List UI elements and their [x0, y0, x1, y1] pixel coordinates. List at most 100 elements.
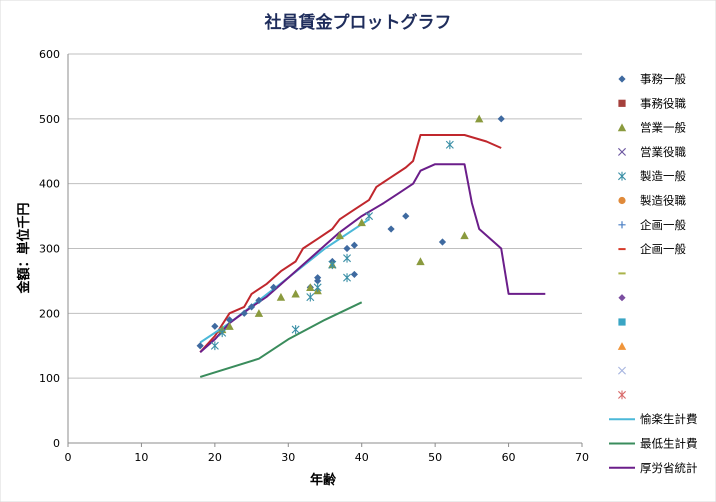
x-tick-label: 0 [65, 451, 72, 464]
legend-item: 事務役職 [618, 96, 686, 110]
data-point-4-6 [343, 273, 352, 283]
legend-swatch [618, 390, 626, 400]
legend-swatch [618, 99, 626, 107]
data-point-0-6 [270, 283, 278, 291]
legend-swatch [618, 75, 626, 83]
legend-swatch [617, 123, 627, 132]
legend-label: 愉楽生計費 [640, 412, 698, 426]
y-tick-label: 600 [39, 48, 60, 61]
data-point-0-13 [350, 270, 358, 279]
legend-swatch [617, 342, 627, 350]
data-point-0-14 [387, 225, 395, 233]
legend-label: 最低生計費 [640, 437, 698, 451]
legend-label: 製造一般 [640, 169, 686, 183]
legend-label: 企画一般 [640, 242, 686, 256]
legend-item: 愉楽生計費 [609, 412, 698, 426]
x-tick-label: 40 [355, 451, 369, 464]
legend-swatch [618, 366, 626, 375]
legend-item: 製造一般 [618, 169, 686, 183]
legend-item: 製造役職 [618, 194, 686, 208]
data-point-0-17 [497, 115, 505, 123]
data-point-2-3 [276, 292, 286, 301]
data-point-2-1 [225, 322, 234, 330]
legend-item: 企画一般 [618, 242, 686, 256]
legend-item: 最低生計費 [609, 437, 698, 451]
data-point-0-1 [211, 322, 219, 330]
legend-item [617, 342, 627, 350]
series-points [196, 114, 505, 351]
axes: 0 100 200 300 400 500 600 0 10 20 30 40 50 60 70 [39, 48, 589, 464]
legend-swatch [618, 294, 626, 302]
y-tick-label: 200 [39, 307, 60, 320]
data-point-0-15 [402, 212, 410, 220]
data-point-0-16 [438, 238, 447, 246]
legend-swatch [618, 196, 626, 205]
x-tick-label: 50 [428, 451, 442, 464]
data-point-2-4 [291, 289, 300, 298]
data-point-0-3 [240, 309, 248, 317]
legend-swatch [618, 147, 626, 156]
data-point-0-2 [225, 316, 234, 324]
series-line-16 [199, 301, 363, 378]
legend-label: 営業役職 [640, 145, 686, 159]
legend-item: 営業役職 [618, 145, 686, 159]
data-point-2-12 [475, 114, 484, 123]
data-point-0-9 [314, 274, 322, 282]
series-line-14 [199, 134, 502, 353]
legend-item: 企画一般 [618, 218, 686, 232]
data-point-4-9 [445, 140, 454, 150]
legend-item [618, 390, 626, 400]
legend-label: 営業一般 [640, 121, 686, 135]
data-point-2-9 [357, 218, 366, 227]
data-point-4-1 [218, 328, 227, 338]
legend-label: 事務一般 [640, 72, 686, 86]
data-point-4-7 [343, 253, 352, 263]
data-point-4-3 [306, 292, 315, 302]
data-point-0-4 [247, 303, 256, 311]
legend-item [618, 318, 626, 326]
legend-item [618, 294, 626, 302]
x-axis-label: 年齢 [310, 472, 337, 488]
y-tick-label: 300 [39, 243, 60, 256]
data-point-0-0 [196, 342, 204, 350]
legend-label: 企画一般 [640, 218, 686, 232]
legend-swatch [618, 318, 626, 326]
data-point-2-10 [416, 257, 425, 266]
legend-label: 事務役職 [640, 96, 686, 110]
legend-item: 事務一般 [618, 72, 686, 86]
chart-title: 社員賃金プロットグラフ [264, 12, 452, 33]
data-point-4-2 [291, 325, 300, 334]
data-point-2-8 [335, 231, 344, 240]
y-tick-label: 400 [39, 178, 60, 191]
data-point-4-5 [328, 260, 337, 270]
legend-swatch [618, 171, 626, 181]
data-point-2-11 [460, 231, 469, 240]
data-point-0-5 [255, 296, 263, 304]
data-point-4-4 [313, 283, 322, 292]
x-tick-label: 20 [208, 451, 222, 464]
x-tick-label: 60 [502, 451, 516, 464]
legend-item: 営業一般 [617, 121, 686, 135]
legend-label: 製造役職 [640, 194, 686, 208]
legend-item [618, 366, 626, 375]
y-tick-label: 0 [53, 437, 60, 450]
data-point-2-5 [306, 283, 315, 291]
y-tick-label: 500 [39, 113, 60, 126]
legend-swatch [618, 272, 626, 275]
legend-swatch [618, 248, 626, 251]
y-tick-label: 100 [39, 372, 60, 385]
legend-label: 厚労省統計 [640, 461, 698, 475]
legend: 事務一般事務役職営業一般営業役職製造一般製造役職企画一般企画一般愉楽生計費最低生… [609, 72, 698, 475]
x-tick-label: 70 [575, 451, 589, 464]
x-tick-label: 30 [281, 451, 295, 464]
data-point-4-8 [365, 211, 374, 221]
x-tick-label: 10 [134, 451, 148, 464]
legend-item: 厚労省統計 [609, 461, 698, 475]
y-axis-label: 金額：単位千円 [16, 202, 32, 294]
data-point-4-0 [210, 341, 219, 351]
legend-swatch [618, 221, 626, 229]
data-point-0-12 [350, 241, 358, 249]
data-point-0-11 [343, 244, 351, 253]
